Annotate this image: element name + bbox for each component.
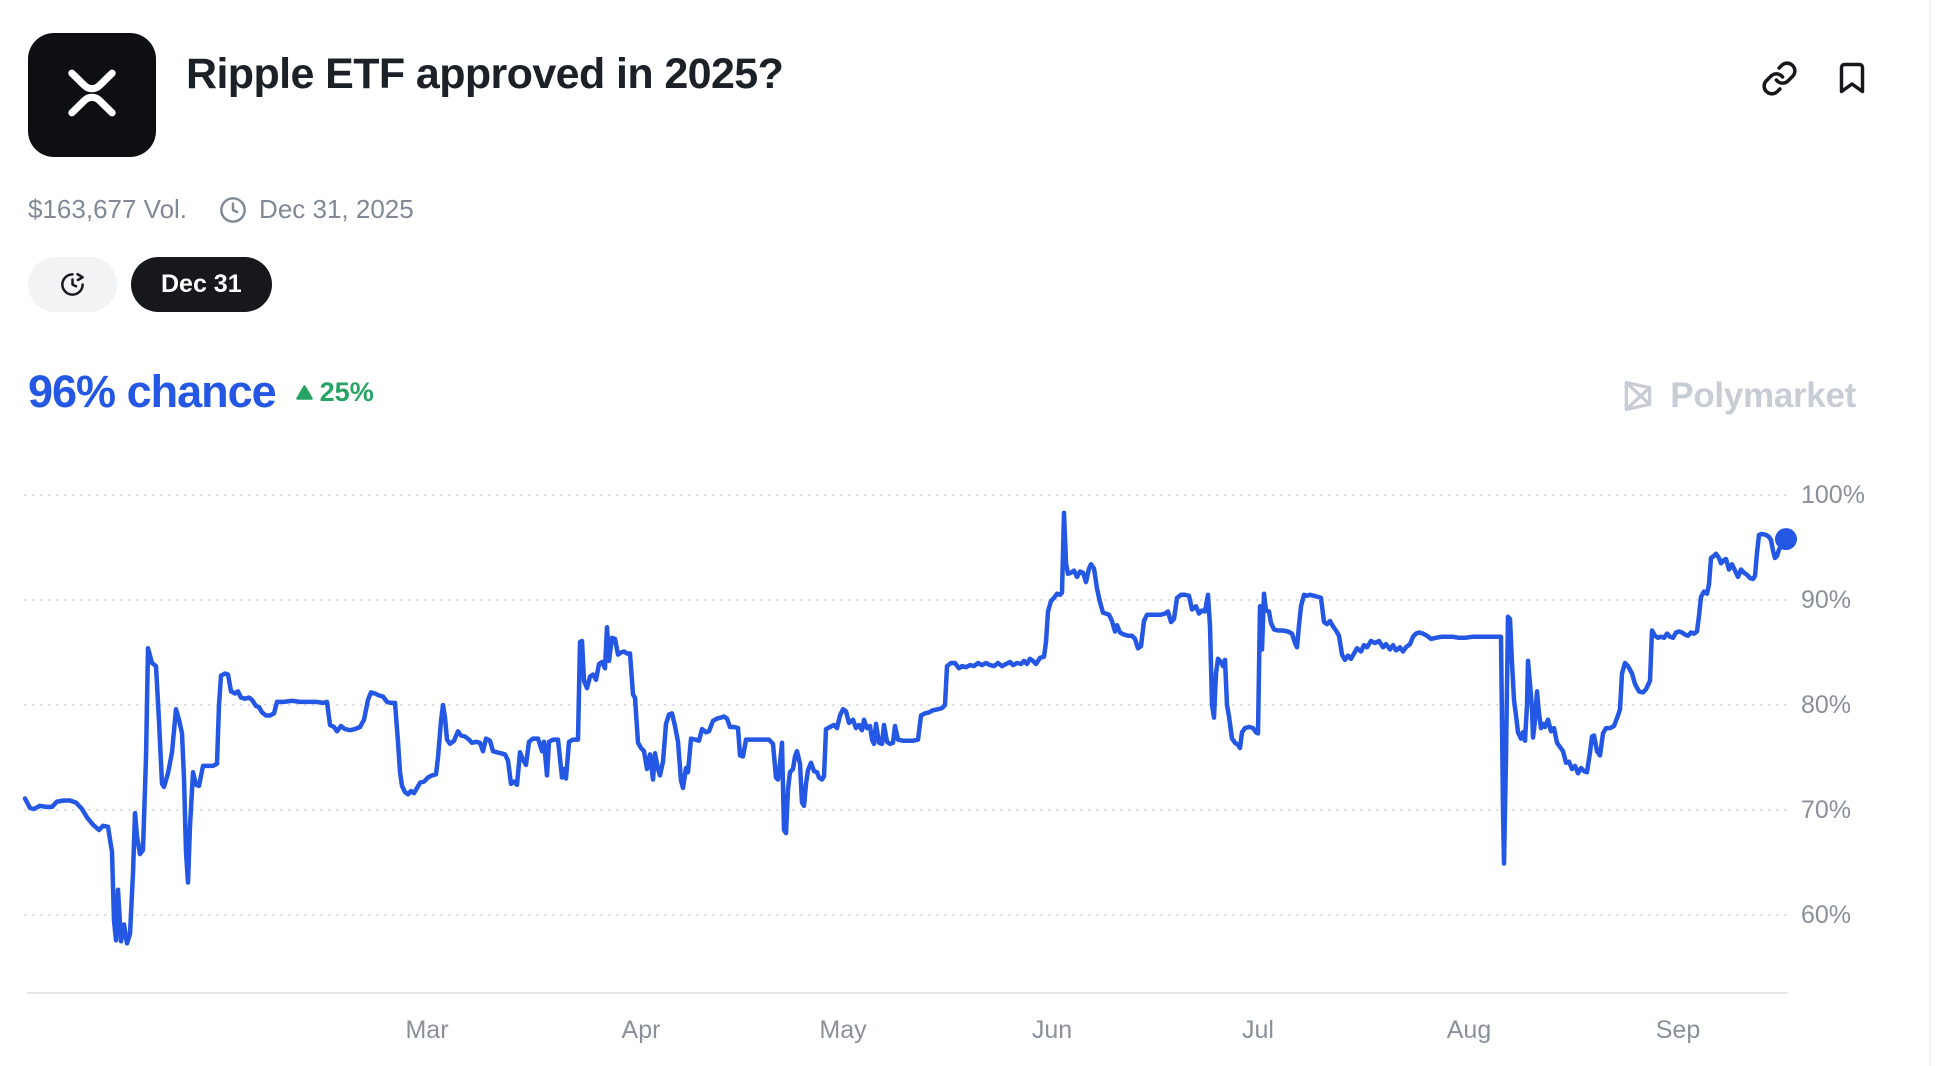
volume-label: $163,677 Vol. — [28, 194, 188, 224]
clock-icon — [219, 196, 247, 224]
market-logo — [28, 33, 156, 157]
chance-delta: 25% — [295, 376, 374, 408]
y-axis-label: 100% — [1801, 481, 1865, 509]
latest-point-dot — [1775, 528, 1797, 551]
history-timeframe-button[interactable] — [28, 257, 117, 312]
chance-delta-value: 25% — [319, 376, 374, 407]
market-meta: $163,677 Vol. Dec 31, 2025 — [28, 194, 414, 225]
bookmark-icon[interactable] — [1834, 58, 1870, 98]
y-axis-label: 60% — [1801, 901, 1852, 929]
polymarket-watermark: Polymarket — [1618, 376, 1856, 416]
triangle-up-icon — [295, 384, 313, 400]
xrp-x-icon — [56, 57, 128, 134]
end-date-label: Dec 31, 2025 — [259, 194, 414, 224]
clock-history-icon — [59, 271, 86, 298]
date-pill-button[interactable]: Dec 31 — [131, 257, 272, 312]
y-axis-label: 80% — [1801, 691, 1852, 719]
x-axis-label: Mar — [405, 1016, 449, 1044]
polymarket-wordmark: Polymarket — [1670, 376, 1856, 415]
y-axis-label: 90% — [1801, 586, 1852, 614]
header-actions — [1761, 58, 1870, 98]
y-axis-label: 70% — [1801, 796, 1852, 824]
probability-line[interactable] — [22, 510, 1789, 946]
x-axis-label: May — [819, 1016, 867, 1044]
x-axis-label: Aug — [1446, 1016, 1492, 1044]
panel-divider — [1929, 0, 1931, 1066]
polymarket-cube-icon — [1618, 376, 1658, 416]
chance-row: 96% chance 25% — [28, 366, 374, 418]
page-title: Ripple ETF approved in 2025? — [186, 50, 784, 98]
x-axis-label: Sep — [1655, 1016, 1701, 1044]
x-axis-label: Jul — [1242, 1016, 1274, 1044]
toolbar: Dec 31 — [28, 257, 272, 312]
chance-value: 96% chance — [28, 366, 277, 417]
x-axis-label: Jun — [1031, 1016, 1073, 1044]
link-icon[interactable] — [1761, 60, 1798, 97]
x-axis-label: Apr — [621, 1016, 661, 1044]
